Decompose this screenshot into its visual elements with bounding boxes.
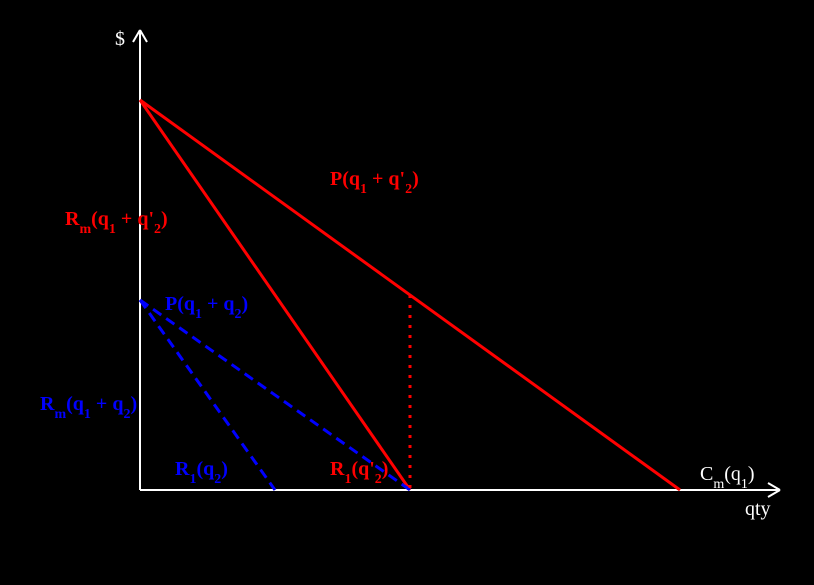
p-red-label: P(q1 + q'2) [330, 168, 419, 197]
p-blue-label: P(q1 + q2) [165, 293, 248, 322]
r1-blue-label: R1(q2) [175, 458, 228, 487]
econ-reaction-diagram: $ qty Cm(q1) P(q1 + q'2) Rm(q1 + q'2) R1(q'2)… [0, 0, 814, 585]
mc-label: Cm(q1) [700, 463, 755, 492]
x-axis-label: qty [745, 498, 771, 520]
x-axis-arrowhead-a [768, 483, 780, 490]
r1-red-label: R1(q'2) [330, 458, 388, 487]
rm-red-label: Rm(q1 + q'2) [65, 208, 168, 237]
y-axis-arrowhead-b [140, 30, 147, 42]
y-axis-label: $ [115, 28, 125, 50]
rm-blue-label: Rm(q1 + q2) [40, 393, 137, 422]
x-axis-arrowhead-b [768, 490, 780, 497]
y-axis-arrowhead-a [133, 30, 140, 42]
